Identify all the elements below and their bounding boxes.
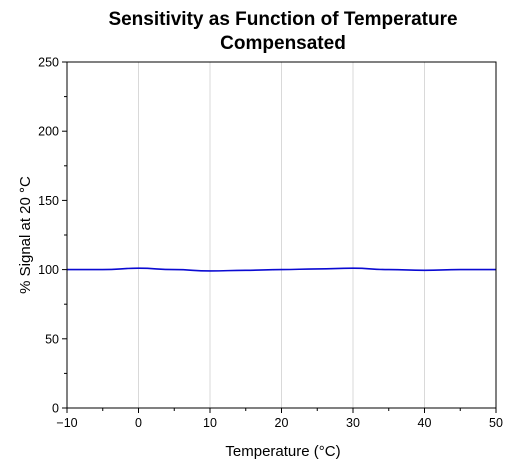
- x-tick-label: 40: [418, 416, 432, 430]
- y-tick-label: 100: [38, 263, 59, 277]
- y-tick-label: 50: [45, 332, 59, 346]
- x-tick-label: 10: [203, 416, 217, 430]
- x-tick-label: −10: [56, 416, 77, 430]
- chart-title-line-2: Compensated: [220, 33, 346, 54]
- x-tick-label: 0: [135, 416, 142, 430]
- y-axis-label: % Signal at 20 °C: [17, 176, 34, 294]
- y-tick-label: 200: [38, 125, 59, 139]
- y-tick-label: 150: [38, 194, 59, 208]
- tick-group: [62, 61, 497, 413]
- x-axis-label: Temperature (°C): [225, 443, 340, 460]
- x-tick-label: 30: [346, 416, 360, 430]
- chart-title-line-1: Sensitivity as Function of Temperature: [108, 9, 457, 30]
- x-tick-label: 50: [489, 416, 503, 430]
- y-tick-label: 0: [52, 402, 59, 416]
- grid: [138, 62, 425, 408]
- y-tick-label: 250: [38, 56, 59, 70]
- series-line: [67, 267, 496, 272]
- series-group: [67, 267, 496, 272]
- x-tick-label: 20: [275, 416, 289, 430]
